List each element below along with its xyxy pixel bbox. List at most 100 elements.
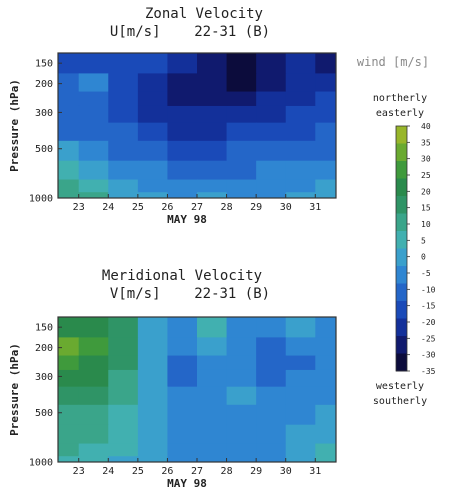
- heatmap-cell: [197, 53, 228, 74]
- heatmap-cell: [197, 91, 228, 107]
- heatmap-cell: [256, 369, 287, 388]
- heatmap-cell: [315, 386, 337, 406]
- heatmap-cell: [108, 140, 139, 162]
- heatmap-cell: [285, 91, 316, 107]
- heatmap-cell: [78, 122, 109, 142]
- heatmap-cell: [315, 337, 337, 357]
- heatmap-cell: [315, 73, 337, 93]
- colorbar-tick-label: -25: [421, 334, 436, 343]
- heatmap-cell: [167, 386, 198, 406]
- heatmap-cell: [285, 105, 316, 124]
- colorbar-band: [396, 143, 407, 162]
- heatmap-cell: [137, 91, 168, 107]
- heatmap-cell: [78, 140, 109, 162]
- heatmap-cell: [197, 369, 228, 388]
- heatmap-cell: [197, 337, 228, 357]
- zonal-title: Zonal Velocity: [145, 6, 263, 22]
- colorbar-tick-label: -15: [421, 302, 436, 311]
- heatmap-cell: [226, 443, 257, 457]
- heatmap-cell: [315, 179, 337, 193]
- x-tick-label: 25: [132, 202, 144, 213]
- heatmap-cell: [226, 105, 257, 124]
- heatmap-cell: [167, 73, 198, 93]
- meridional-subtitle: V[m/s] 22-31 (B): [110, 286, 270, 302]
- heatmap-cell: [226, 355, 257, 371]
- heatmap-cell: [78, 369, 109, 388]
- heatmap-cell: [285, 386, 316, 406]
- heatmap-cell: [256, 424, 287, 445]
- heatmap-cell: [167, 443, 198, 457]
- heatmap-cell: [315, 404, 337, 426]
- heatmap-cell: [285, 424, 316, 445]
- heatmap-cell: [137, 122, 168, 142]
- heatmap-cell: [137, 404, 168, 426]
- heatmap-cell: [226, 53, 257, 74]
- heatmap-cell: [108, 179, 139, 193]
- heatmap-cell: [197, 443, 228, 457]
- heatmap-cell: [78, 192, 109, 199]
- heatmap-cell: [285, 53, 316, 74]
- heatmap-cell: [315, 424, 337, 445]
- colorbar-tick-label: -5: [421, 269, 431, 278]
- colorbar-band: [396, 283, 407, 302]
- colorbar-tick-label: 30: [421, 155, 431, 164]
- heatmap-cell: [137, 337, 168, 357]
- heatmap-cell: [285, 355, 316, 371]
- y-tick-label: 200: [35, 79, 53, 90]
- heatmap-cell: [167, 160, 198, 181]
- heatmap-cell: [226, 91, 257, 107]
- heatmap-cell: [58, 160, 80, 181]
- heatmap-cell: [167, 424, 198, 445]
- heatmap-cell: [167, 53, 198, 74]
- colorbar-band: [396, 161, 407, 179]
- heatmap-cell: [58, 105, 80, 124]
- heatmap-cell: [137, 355, 168, 371]
- x-tick-label: 27: [191, 202, 203, 213]
- heatmap-cell: [256, 337, 287, 357]
- colorbar-band: [396, 196, 407, 214]
- heatmap-cell: [167, 91, 198, 107]
- heatmap-cell: [256, 122, 287, 142]
- heatmap-cell: [137, 179, 168, 193]
- heatmap-cell: [197, 140, 228, 162]
- heatmap-cell: [137, 140, 168, 162]
- heatmap-cell: [167, 179, 198, 193]
- heatmap-cell: [226, 160, 257, 181]
- heatmap-cell: [78, 456, 109, 463]
- heatmap-cell: [285, 369, 316, 388]
- heatmap-cell: [137, 386, 168, 406]
- heatmap-cell: [108, 424, 139, 445]
- heatmap-cell: [285, 140, 316, 162]
- colorbar-band: [396, 178, 407, 197]
- heatmap-cell: [256, 140, 287, 162]
- heatmap-cell: [108, 317, 139, 338]
- heatmap-cell: [315, 355, 337, 371]
- heatmap-cell: [197, 192, 228, 199]
- heatmap-cell: [256, 73, 287, 93]
- y-axis-label: Pressure (hPa): [8, 343, 21, 436]
- meridional-title: Meridional Velocity: [102, 268, 262, 284]
- heatmap-cell: [108, 160, 139, 181]
- colorbar-tick-label: 25: [421, 171, 431, 180]
- heatmap-cell: [167, 122, 198, 142]
- x-tick-label: 23: [73, 202, 85, 213]
- x-tick-label: 31: [309, 466, 321, 477]
- colorbar-tick-label: 15: [421, 204, 431, 213]
- x-tick-label: 30: [280, 202, 292, 213]
- heatmap-cell: [137, 53, 168, 74]
- heatmap-cell: [137, 443, 168, 457]
- legend-label-easterly: easterly: [376, 108, 424, 119]
- heatmap-cell: [167, 192, 198, 199]
- y-tick-label: 300: [35, 108, 53, 119]
- heatmap-cell: [78, 179, 109, 193]
- heatmap-cell: [58, 192, 80, 199]
- x-tick-label: 28: [221, 466, 233, 477]
- heatmap-cell: [197, 73, 228, 93]
- heatmap-cell: [226, 424, 257, 445]
- heatmap-cell: [137, 424, 168, 445]
- heatmap-cell: [78, 386, 109, 406]
- heatmap-cell: [137, 317, 168, 338]
- heatmap-cell: [226, 337, 257, 357]
- heatmap-cell: [315, 105, 337, 124]
- heatmap-cell: [315, 192, 337, 199]
